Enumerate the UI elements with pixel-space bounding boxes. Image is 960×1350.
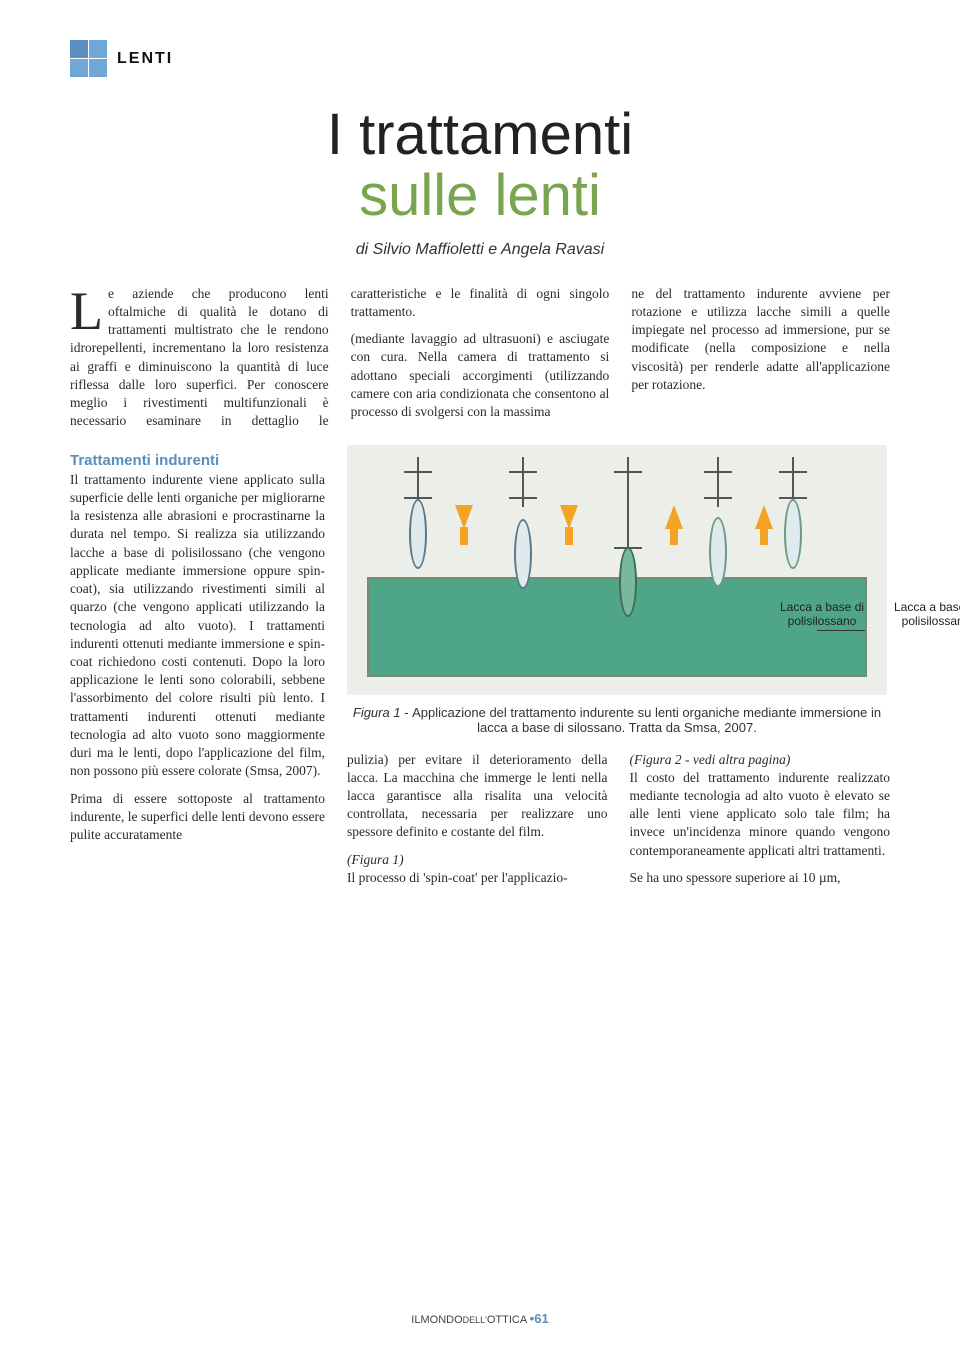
title-line-1: I trattamenti [70,105,890,166]
arrow-down-1 [455,505,473,529]
s2-p7: Il costo del trattamento indurente reali… [630,769,891,860]
lens-2 [514,519,532,589]
s2-p4: (Figura 1) [347,851,608,869]
arm-1 [417,457,419,507]
s2-p6: (Figura 2 - vedi altra pagina) [630,751,891,769]
title-line-2: sulle lenti [70,166,890,227]
section-label: LENTI [117,50,173,68]
arm-4 [717,457,719,507]
caption-text: Applicazione del trattamento indurente s… [412,705,881,735]
arrow-up-1 [665,505,683,529]
arrow-up-2 [755,505,773,529]
intro-columns: Le aziende che producono lenti oftalmich… [70,285,890,431]
mag-name-3: OTTICA [487,1314,527,1326]
intro-p2: (mediante lavaggio ad ultrasuoni) e asci… [351,330,610,421]
diagram-label-inner: Lacca a base di polisilossano [777,600,867,629]
lens-3-immersed [619,547,637,617]
figure-1-diagram: Lacca a base di polisilossano Lacca a ba… [347,445,887,695]
lens-1 [409,499,427,569]
lens-4 [709,517,727,587]
mag-name-2: DELL' [463,1315,487,1325]
page-header: LENTI [70,40,890,77]
pointer-line [817,630,865,631]
lens-5 [784,499,802,569]
arrow-down-2 [560,505,578,529]
caption-prefix: Figura 1 - [353,705,412,720]
s2-p8: Se ha uno spessore superiore ai 10 µm, [630,869,891,887]
intro-p3: ne del trattamento indurente avviene per… [631,285,890,394]
mag-name-1: ILMONDO [411,1314,462,1326]
s2-p2: Prima di essere sottoposte al trattament… [70,790,325,845]
figure-1-caption: Figura 1 - Applicazione del trattamento … [347,705,887,735]
page-number: 61 [534,1311,548,1326]
arm-2 [522,457,524,507]
diagram-label: Lacca a base di polisilossano [891,600,960,629]
s2-p1: Il trattamento indurente viene applicato… [70,471,325,781]
page-footer: ILMONDODELL'OTTICA •61 [0,1311,960,1326]
arm-3 [627,457,629,557]
logo-icon [70,40,107,77]
byline: di Silvio Maffioletti e Angela Ravasi [70,241,890,259]
s2-p3: pulizia) per evitare il deterioramento d… [347,751,608,842]
article-title: I trattamenti sulle lenti [70,105,890,227]
subhead-trattamenti: Trattamenti indurenti [70,451,325,471]
arm-5 [792,457,794,507]
s2-p5: Il processo di 'spin-coat' per l'applica… [347,869,608,887]
